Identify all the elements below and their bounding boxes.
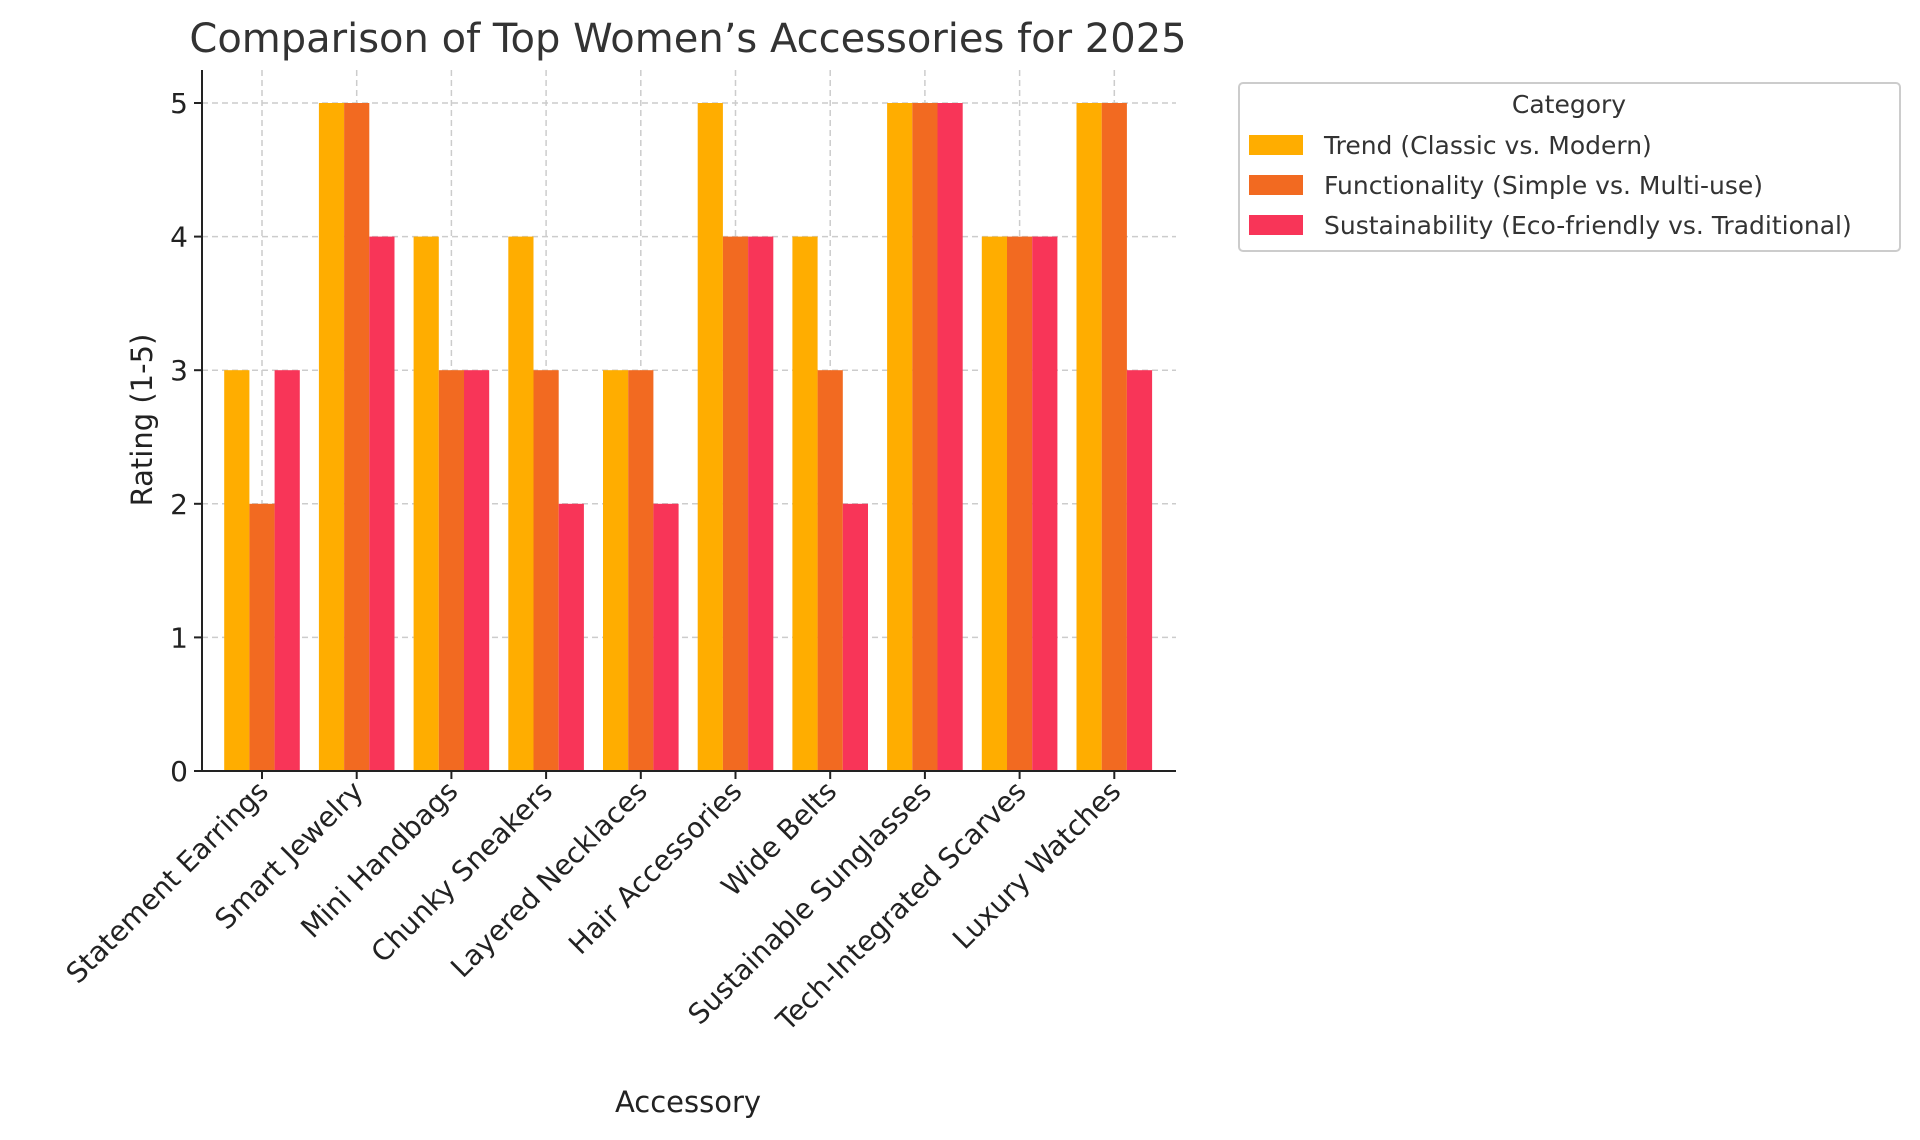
x-tick-label: Luxury Watches bbox=[946, 775, 1127, 956]
bar bbox=[438, 370, 464, 771]
legend-item-label: Trend (Classic vs. Modern) bbox=[1323, 131, 1652, 160]
bar bbox=[817, 370, 843, 771]
bar bbox=[344, 103, 370, 771]
bar bbox=[1032, 236, 1058, 772]
y-ticks: 0 1 2 3 4 5 bbox=[170, 87, 202, 788]
bar bbox=[937, 103, 963, 771]
y-tick-label: 0 bbox=[170, 755, 188, 788]
bar bbox=[508, 236, 534, 772]
bar bbox=[558, 503, 584, 771]
y-tick-label: 1 bbox=[170, 621, 188, 654]
legend-frame bbox=[1238, 82, 1901, 252]
bar bbox=[697, 103, 723, 771]
bar bbox=[653, 503, 679, 771]
bar bbox=[887, 103, 913, 771]
y-axis-label: Rating (1-5) bbox=[125, 334, 159, 507]
bar bbox=[464, 370, 490, 771]
bar bbox=[1101, 103, 1127, 771]
legend-item-label: Functionality (Simple vs. Multi-use) bbox=[1324, 171, 1763, 200]
legend-title: Category bbox=[1512, 90, 1626, 119]
bar bbox=[792, 236, 818, 772]
bar bbox=[1007, 236, 1033, 772]
x-tick-label: Chunky Sneakers bbox=[365, 775, 559, 969]
legend: Category Trend (Classic vs. Modern) Funct… bbox=[1238, 82, 1901, 252]
bar bbox=[533, 370, 559, 771]
legend-swatch bbox=[1249, 135, 1303, 155]
bar bbox=[748, 236, 774, 772]
bar bbox=[628, 370, 654, 771]
bar bbox=[369, 236, 395, 772]
x-axis-label: Accessory bbox=[615, 1085, 761, 1119]
legend-swatch bbox=[1249, 175, 1303, 195]
bar bbox=[318, 103, 345, 771]
bar bbox=[1126, 370, 1153, 771]
bar bbox=[274, 370, 300, 771]
bar bbox=[912, 103, 938, 771]
legend-item-label: Sustainability (Eco-friendly vs. Traditi… bbox=[1324, 211, 1852, 240]
bar bbox=[722, 236, 749, 772]
y-tick-label: 3 bbox=[170, 354, 188, 387]
bar bbox=[842, 503, 868, 771]
axes bbox=[201, 70, 1176, 772]
y-tick-label: 2 bbox=[170, 488, 188, 521]
bar bbox=[249, 503, 275, 771]
chart-title: Comparison of Top Women’s Accessories fo… bbox=[189, 16, 1186, 62]
legend-swatch bbox=[1249, 215, 1303, 235]
y-tick-label: 5 bbox=[170, 87, 188, 120]
y-tick-label: 4 bbox=[170, 221, 188, 254]
bar bbox=[413, 236, 439, 772]
bar bbox=[603, 370, 629, 771]
bars bbox=[224, 103, 1153, 772]
x-tick-label: Hair Accessories bbox=[562, 775, 748, 961]
bar bbox=[224, 370, 250, 771]
bar bbox=[981, 236, 1007, 772]
bar bbox=[1076, 103, 1102, 771]
